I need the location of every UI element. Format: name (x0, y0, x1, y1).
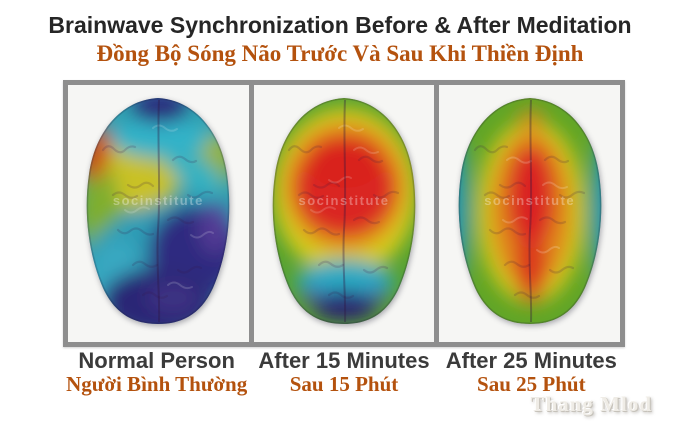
brain-heatmap-after-25-icon (458, 98, 601, 324)
label-after-15-minutes: After 15 Minutes Sau 15 Phút (250, 349, 437, 396)
label-vi-normal-person: Người Bình Thường (66, 372, 248, 396)
panel-labels-row: Normal Person Người Bình Thường After 15… (63, 349, 625, 396)
brain-heatmap-after-15-icon (272, 98, 416, 324)
page-subtitle-vietnamese: Đồng Bộ Sóng Não Trước Và Sau Khi Thiền … (96, 41, 584, 66)
label-after-25-minutes: After 25 Minutes Sau 25 Phút (438, 349, 625, 396)
label-en-normal-person: Normal Person (78, 348, 235, 373)
page-title: Brainwave Synchronization Before & After… (48, 12, 632, 38)
label-vi-after-15: Sau 15 Phút (289, 372, 399, 396)
brain-heatmap-normal-icon (87, 98, 230, 324)
panel-after-25-minutes: socinstitute (439, 85, 620, 342)
label-en-after-25: After 25 Minutes (445, 348, 617, 373)
panel-normal-person: socinstitute (68, 85, 254, 342)
credit-watermark: Thang Mlod (530, 392, 652, 416)
panel-after-15-minutes: socinstitute (254, 85, 440, 342)
label-en-after-15: After 15 Minutes (258, 348, 430, 373)
brain-panels-frame: socinstitute (63, 80, 625, 347)
label-vi-after-25: Sau 25 Phút (477, 372, 586, 396)
label-normal-person: Normal Person Người Bình Thường (63, 349, 250, 396)
